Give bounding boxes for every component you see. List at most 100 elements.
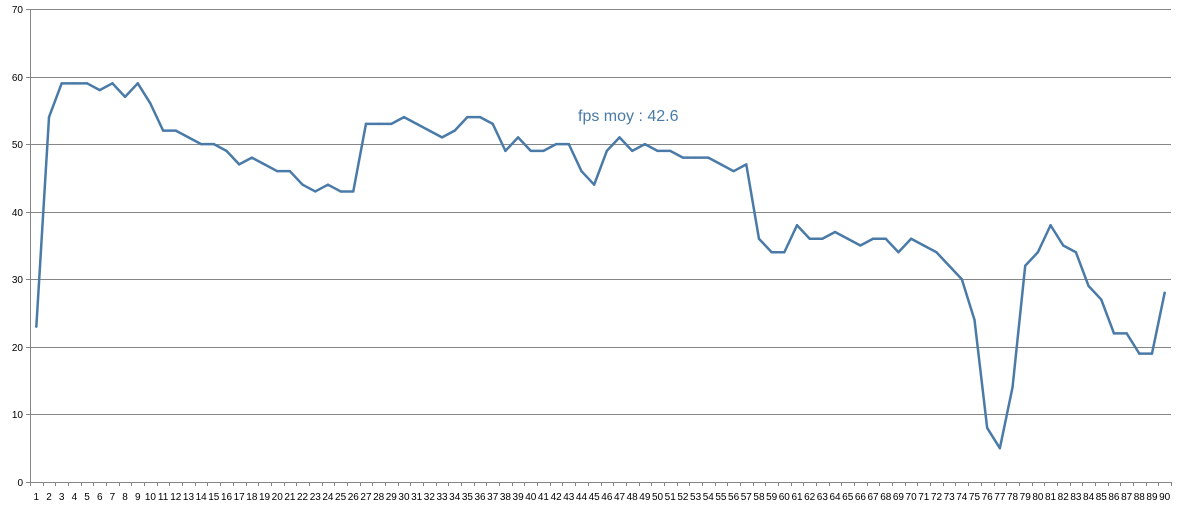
x-tick-label: 67 xyxy=(868,492,880,503)
data-point xyxy=(352,190,355,193)
x-tick-label: 13 xyxy=(183,492,195,503)
y-tick-label: 70 xyxy=(12,5,24,16)
data-point xyxy=(60,82,63,85)
data-point xyxy=(111,82,114,85)
x-tick-label: 31 xyxy=(411,492,423,503)
data-point xyxy=(187,136,190,139)
x-tick-label: 11 xyxy=(158,492,169,503)
x-tick-label: 7 xyxy=(110,492,116,503)
x-tick-label: 79 xyxy=(1020,492,1032,503)
x-tick-label: 14 xyxy=(196,492,208,503)
data-point xyxy=(98,88,101,92)
x-tick-label: 53 xyxy=(690,492,702,503)
x-tick-label: 36 xyxy=(474,492,486,503)
x-tick-label: 24 xyxy=(322,492,334,503)
data-point xyxy=(339,190,342,193)
x-tick-label: 22 xyxy=(297,492,309,503)
x-tick-label: 39 xyxy=(513,492,525,503)
x-tick-label: 71 xyxy=(918,492,930,503)
x-tick-label: 68 xyxy=(880,492,892,503)
x-tick-label: 46 xyxy=(601,492,613,503)
x-tick-label: 65 xyxy=(842,492,854,503)
x-tick-label: 20 xyxy=(272,492,284,503)
x-tick-label: 72 xyxy=(931,492,943,503)
x-tick-label: 50 xyxy=(652,492,664,503)
data-point xyxy=(795,224,799,227)
data-point xyxy=(263,163,266,166)
x-tick-label: 41 xyxy=(538,492,550,503)
data-point xyxy=(707,156,710,159)
x-tick-label: 58 xyxy=(753,492,765,503)
data-point xyxy=(770,251,773,254)
data-point xyxy=(402,115,406,119)
x-tick-label: 45 xyxy=(589,492,601,503)
data-point xyxy=(897,251,900,254)
x-tick-label: 56 xyxy=(728,492,740,503)
data-point xyxy=(542,149,545,153)
x-tick-label: 60 xyxy=(779,492,791,503)
data-point xyxy=(1062,244,1065,247)
x-tick-label: 89 xyxy=(1146,492,1158,503)
x-tick-label: 5 xyxy=(84,492,90,503)
x-tick-label: 1 xyxy=(34,492,40,503)
data-point xyxy=(580,169,583,173)
x-tick-label: 54 xyxy=(703,492,715,503)
data-point xyxy=(1024,264,1027,267)
x-tick-label: 66 xyxy=(855,492,867,503)
x-tick-label: 77 xyxy=(994,492,1006,503)
data-point xyxy=(250,156,254,159)
data-point xyxy=(757,237,761,240)
data-point xyxy=(428,129,431,132)
data-point xyxy=(833,230,837,234)
x-tick-label: 21 xyxy=(284,492,296,503)
x-tick-label: 69 xyxy=(893,492,905,503)
data-point xyxy=(1112,332,1116,335)
y-tick-labels: 0 10 20 30 40 50 60 70 xyxy=(12,5,24,489)
x-tick-label: 84 xyxy=(1083,492,1095,503)
y-tick-label: 50 xyxy=(12,140,24,151)
x-tick-label: 70 xyxy=(906,492,918,503)
data-point xyxy=(592,183,596,186)
x-tick-label: 51 xyxy=(665,492,677,503)
x-tick-label: 32 xyxy=(424,492,436,503)
x-tick-label: 25 xyxy=(335,492,347,503)
data-point xyxy=(85,82,89,85)
x-tick-label: 48 xyxy=(627,492,639,503)
x-tick-label: 57 xyxy=(741,492,753,503)
data-point xyxy=(1087,284,1090,288)
average-fps-annotation: fps moy : 42.6 xyxy=(578,108,679,125)
data-point xyxy=(1150,352,1154,355)
x-tick-label: 85 xyxy=(1096,492,1108,503)
x-tick-label: 30 xyxy=(398,492,410,503)
data-point xyxy=(947,264,951,267)
data-point xyxy=(745,163,748,166)
x-tick-label: 47 xyxy=(614,492,626,503)
data-point xyxy=(288,169,292,173)
data-point xyxy=(174,129,177,132)
x-tick-label: 64 xyxy=(829,492,841,503)
data-point xyxy=(415,122,418,126)
x-tick-label: 18 xyxy=(246,492,258,503)
x-tick-label: 10 xyxy=(145,492,157,503)
data-point xyxy=(225,149,228,153)
data-point xyxy=(960,278,964,281)
data-point xyxy=(199,142,203,146)
x-tick-label: 87 xyxy=(1121,492,1133,503)
data-point xyxy=(504,149,507,153)
data-point xyxy=(1100,298,1103,301)
data-point xyxy=(326,183,330,186)
data-point xyxy=(859,244,862,247)
x-tick-label: 16 xyxy=(221,492,233,503)
x-tick-label: 75 xyxy=(969,492,981,503)
data-point xyxy=(1011,386,1014,389)
data-point xyxy=(808,237,811,240)
x-tick-label: 33 xyxy=(436,492,448,503)
data-point xyxy=(1138,352,1141,355)
data-point xyxy=(656,149,659,153)
x-tick-label: 43 xyxy=(563,492,575,503)
data-point xyxy=(554,142,558,146)
x-tick-label: 27 xyxy=(360,492,372,503)
data-point xyxy=(884,237,887,240)
x-tick-label: 35 xyxy=(462,492,474,503)
